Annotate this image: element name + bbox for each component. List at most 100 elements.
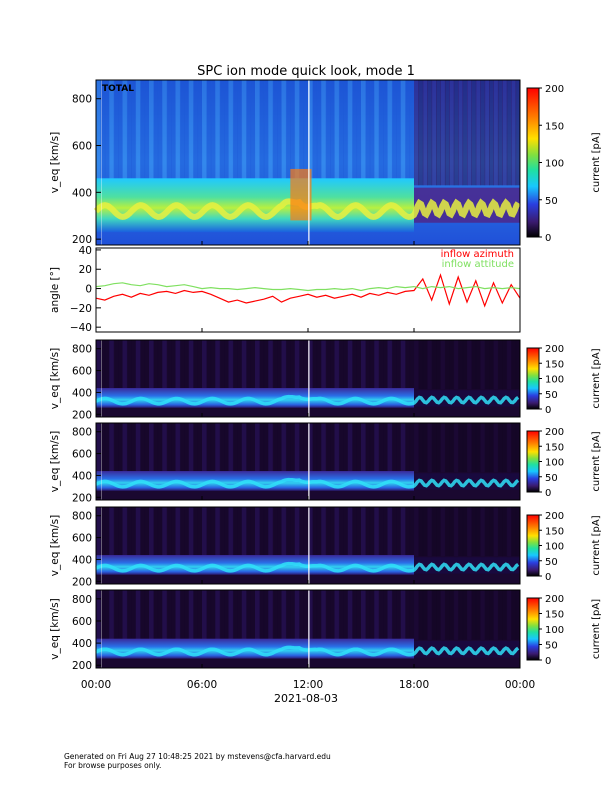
- heatmap-cell: [502, 423, 508, 473]
- heatmap-cell: [197, 590, 203, 640]
- heatmap-cell: [179, 590, 185, 640]
- heatmap-cell: [149, 340, 154, 390]
- heatmap-cell: [126, 340, 132, 390]
- heatmap-cell: [215, 590, 221, 640]
- heatmap-cell: [321, 340, 327, 390]
- heatmap-cell: [383, 340, 388, 390]
- heatmap-cell: [250, 423, 256, 473]
- heatmap-cell: [422, 423, 428, 473]
- heatmap-cell: [369, 80, 375, 186]
- colorbar: [526, 597, 540, 661]
- y-axis-label: v_eq [km/s]: [49, 431, 61, 492]
- y-tick-label: 800: [72, 344, 92, 356]
- colorbar-label: current [pA]: [591, 132, 602, 192]
- chart-title: SPC ion mode quick look, mode 1: [197, 64, 415, 79]
- heatmap-cell: [171, 590, 176, 640]
- heatmap-cell: [246, 507, 252, 557]
- heatmap-cell: [444, 80, 450, 186]
- heatmap-cell: [162, 80, 168, 186]
- heatmap-cell: [153, 340, 159, 390]
- heatmap-cell: [436, 80, 441, 186]
- heatmap-cell: [480, 507, 486, 557]
- heatmap-cell: [396, 423, 402, 473]
- heatmap-cell: [118, 80, 123, 186]
- heatmap-cell: [440, 340, 446, 390]
- heatmap-cell: [188, 423, 194, 473]
- heatmap-cell: [215, 80, 221, 186]
- heatmap-cell: [202, 80, 207, 186]
- heatmap-cell: [365, 590, 371, 640]
- heatmap-cell: [166, 423, 172, 473]
- heatmap-cell: [467, 80, 472, 186]
- heatmap-cell: [184, 590, 190, 640]
- heatmap-cell: [497, 340, 503, 390]
- colorbar-tick-label: 100: [545, 625, 564, 636]
- heatmap-cell: [400, 423, 406, 473]
- heatmap-cell: [338, 80, 344, 186]
- heatmap-cell: [449, 507, 455, 557]
- heatmap-cell: [277, 590, 282, 640]
- heatmap-cell: [343, 80, 349, 186]
- heatmap-cell: [224, 507, 229, 557]
- heatmap-cell: [396, 340, 402, 390]
- heatmap-cell: [109, 340, 115, 390]
- heatmap-cell: [444, 507, 450, 557]
- heatmap-cell: [475, 507, 481, 557]
- heatmap-cell: [312, 340, 318, 390]
- heatmap-cell: [166, 80, 172, 186]
- x-tick-label: 06:00: [187, 679, 217, 691]
- heatmap-cell: [237, 80, 243, 186]
- heatmap-cell: [316, 80, 322, 186]
- heatmap-cell: [206, 507, 212, 557]
- colorbar-tick-label: 50: [545, 641, 558, 652]
- heatmap-cell: [396, 590, 402, 640]
- heatmap-cell: [493, 590, 499, 640]
- heatmap-cell: [206, 590, 212, 640]
- heatmap-cell: [100, 423, 106, 473]
- heatmap-cell: [157, 590, 163, 640]
- heatmap-cell: [471, 80, 477, 186]
- heatmap-cell: [171, 340, 176, 390]
- heatmap-cell: [422, 590, 428, 640]
- heatmap-cell: [285, 80, 291, 186]
- y-tick-label: −40: [70, 322, 92, 334]
- heatmap-cell: [224, 590, 229, 640]
- heatmap-cell: [391, 423, 397, 473]
- heatmap-cell: [409, 590, 415, 640]
- heatmap-cell: [383, 423, 388, 473]
- y-axis-label: v_eq [km/s]: [49, 348, 61, 409]
- heatmap-cell: [506, 423, 512, 473]
- heatmap-cell: [188, 80, 194, 186]
- heatmap-cell: [228, 423, 234, 473]
- y-tick-label: 200: [72, 660, 92, 672]
- heatmap-cell: [96, 423, 101, 473]
- heatmap-cell: [458, 80, 464, 186]
- heatmap-cell: [352, 80, 358, 186]
- heatmap-cell: [228, 507, 234, 557]
- heatmap-cell: [502, 80, 508, 186]
- heatmap-cell: [197, 507, 203, 557]
- heatmap-cell: [272, 80, 278, 186]
- heatmap-cell: [347, 80, 353, 186]
- heatmap-cell: [175, 80, 181, 186]
- heatmap-cell: [361, 340, 366, 390]
- heatmap-cell: [489, 340, 494, 390]
- heatmap-cell: [184, 423, 190, 473]
- heatmap-cell: [140, 423, 146, 473]
- heatmap-cell: [511, 80, 517, 186]
- heatmap-cell: [157, 80, 163, 186]
- heatmap-cell: [259, 423, 265, 473]
- heatmap-cell: [325, 80, 331, 186]
- heatmap-cell: [484, 590, 490, 640]
- heatmap-cell: [330, 340, 335, 390]
- heatmap-cell: [444, 590, 450, 640]
- heatmap-cell: [356, 590, 362, 640]
- heatmap-cell: [515, 340, 521, 390]
- colorbar-tick-label: 150: [545, 121, 564, 132]
- colorbar-tick-label: 200: [545, 344, 564, 355]
- heatmap-cell: [241, 80, 247, 186]
- heatmap-cell: [281, 423, 287, 473]
- y-tick-label: 400: [72, 470, 92, 482]
- heatmap-cell: [277, 423, 282, 473]
